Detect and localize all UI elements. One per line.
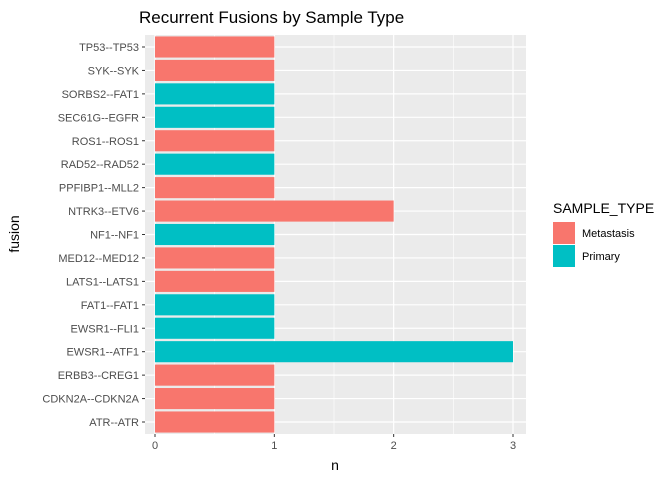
y-tick-label: RAD52--RAD52 xyxy=(61,159,139,171)
bar xyxy=(155,59,275,81)
x-axis-ticks: 0 1 2 3 xyxy=(152,434,516,452)
y-tick-label: NF1--NF1 xyxy=(90,230,139,242)
bar xyxy=(155,247,275,269)
y-tick-label: MED12--MED12 xyxy=(58,253,139,265)
x-tick-label: 2 xyxy=(391,440,397,452)
y-tick-label: TP53--TP53 xyxy=(79,42,139,54)
y-tick-label: ROS1--ROS1 xyxy=(72,136,139,148)
y-tick-label: NTRK3--ETV6 xyxy=(68,206,139,218)
chart-title: Recurrent Fusions by Sample Type xyxy=(139,8,404,27)
bar xyxy=(155,411,275,433)
bar xyxy=(155,364,275,386)
bar xyxy=(155,200,394,222)
legend: SAMPLE_TYPE Metastasis Primary xyxy=(553,200,654,267)
bar xyxy=(155,270,275,292)
bar xyxy=(155,341,513,363)
y-tick-label: ERBB3--CREG1 xyxy=(58,370,139,382)
y-axis-ticks: TP53--TP53 SYK--SYK SORBS2--FAT1 SEC61G--EG… xyxy=(42,42,145,429)
y-tick-label: EWSR1--ATF1 xyxy=(66,347,139,359)
y-tick-label: EWSR1--FLI1 xyxy=(71,323,139,335)
legend-label: Metastasis xyxy=(582,228,635,240)
y-tick-label: CDKN2A--CDKN2A xyxy=(42,394,139,406)
legend-title: SAMPLE_TYPE xyxy=(553,200,654,216)
bar xyxy=(155,130,275,152)
bars xyxy=(155,36,513,433)
y-axis-title: fusion xyxy=(6,215,22,252)
x-tick-label: 3 xyxy=(510,440,516,452)
legend-key xyxy=(553,222,575,244)
legend-items: Metastasis Primary xyxy=(553,222,635,267)
x-tick-label: 0 xyxy=(152,440,158,452)
y-tick-label: SYK--SYK xyxy=(88,65,140,77)
legend-key xyxy=(553,245,575,267)
y-tick-label: ATR--ATR xyxy=(89,417,139,429)
bar xyxy=(155,106,275,128)
x-axis-title: n xyxy=(331,457,339,473)
bar xyxy=(155,223,275,246)
y-tick-label: SEC61G--EGFR xyxy=(58,112,139,124)
y-tick-label: PPFIBP1--MLL2 xyxy=(59,183,139,195)
bar xyxy=(155,317,275,339)
bar xyxy=(155,153,275,175)
bar xyxy=(155,294,275,316)
bar xyxy=(155,36,275,58)
y-tick-label: SORBS2--FAT1 xyxy=(62,89,139,101)
bar xyxy=(155,388,275,410)
x-tick-label: 1 xyxy=(271,440,277,452)
bar xyxy=(155,177,275,199)
y-tick-label: LATS1--LATS1 xyxy=(66,276,139,288)
bar xyxy=(155,83,275,105)
y-tick-label: FAT1--FAT1 xyxy=(81,300,139,312)
legend-label: Primary xyxy=(582,251,620,263)
